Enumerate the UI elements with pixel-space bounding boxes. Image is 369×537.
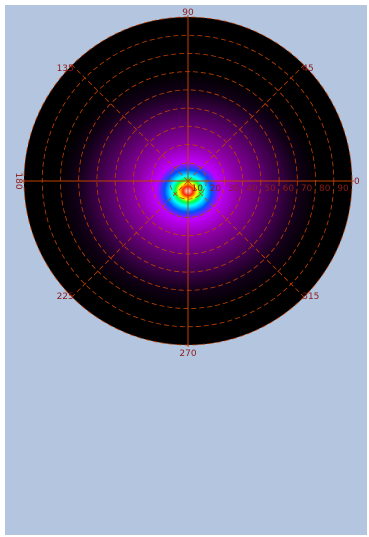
angular-tick-label: 180 — [13, 172, 23, 189]
radial-tick-label: 40 — [246, 184, 258, 194]
angular-tick-label: 315 — [302, 292, 319, 302]
angular-grid-spoke — [187, 180, 305, 298]
angular-tick-label: 225 — [57, 292, 74, 302]
angular-grid-spoke — [187, 64, 305, 182]
angular-tick-label: 135 — [57, 64, 74, 74]
radial-tick-label: 60 — [283, 184, 295, 194]
angular-grid-spoke — [71, 180, 189, 298]
angular-tick-label: 90 — [182, 8, 194, 18]
radial-tick-label: 10 — [191, 184, 203, 194]
radial-tick-label: 50 — [264, 184, 276, 194]
radial-tick-label: 20 — [210, 184, 222, 194]
angular-tick-label: 270 — [179, 349, 196, 359]
angular-grid-spoke — [71, 64, 189, 182]
plot-panel: 10 20 30 40 50 60 70 80 90 90 45 0 315 270 225 180 135 — [5, 5, 367, 535]
angular-tick-label: 45 — [302, 64, 313, 74]
polar-heatmap-chart: 10 20 30 40 50 60 70 80 90 90 45 0 315 270 225 180 135 — [13, 8, 360, 359]
angular-tick-label: 0 — [354, 177, 360, 187]
radial-tick-label: 70 — [301, 184, 313, 194]
radial-tick-label: 90 — [337, 184, 349, 194]
radial-tick-label: 80 — [319, 184, 331, 194]
radial-tick-label: 30 — [228, 184, 240, 194]
